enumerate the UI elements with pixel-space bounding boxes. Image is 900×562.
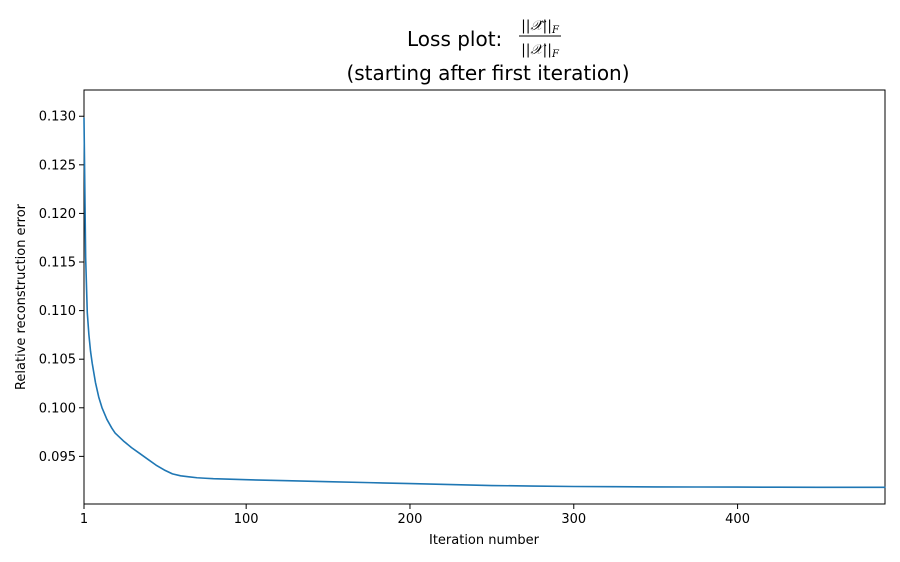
x-tick-label-0: 1 — [80, 512, 88, 527]
chart-title-numerator-subscript: F — [551, 25, 560, 36]
chart-title-numerator: ||𝒳̂||F — [521, 18, 560, 36]
y-axis-label: Relative reconstruction error — [14, 203, 29, 390]
y-tick-label-4: 0.115 — [39, 256, 76, 271]
x-tick-label-2: 200 — [398, 512, 423, 527]
y-tick-label-0: 0.095 — [39, 450, 76, 465]
x-tick-label-3: 300 — [561, 512, 586, 527]
x-tick-label-4: 400 — [725, 512, 750, 527]
chart-title-denominator: ||𝒳||F — [521, 42, 560, 60]
y-tick-label-1: 0.100 — [39, 401, 76, 416]
plot-area: 1 100 200 300 400 0.095 0.100 0.105 0.110 0.115 0.… — [39, 89, 886, 527]
x-axis-label: Iteration number — [429, 533, 540, 548]
chart-title-denominator-subscript: F — [551, 49, 560, 60]
y-tick-label-3: 0.110 — [39, 304, 76, 319]
y-tick-label-2: 0.105 — [39, 353, 76, 368]
y-tick-label-6: 0.125 — [39, 158, 76, 173]
chart-subtitle: (starting after first iteration) — [346, 61, 629, 85]
y-tick-label-5: 0.120 — [39, 207, 76, 222]
y-tick-label-7: 0.130 — [39, 110, 76, 125]
loss-series-line — [83, 117, 886, 489]
plot-frame — [83, 89, 886, 505]
chart-title-prefix: Loss plot: — [407, 27, 502, 51]
x-tick-label-1: 100 — [234, 512, 259, 527]
